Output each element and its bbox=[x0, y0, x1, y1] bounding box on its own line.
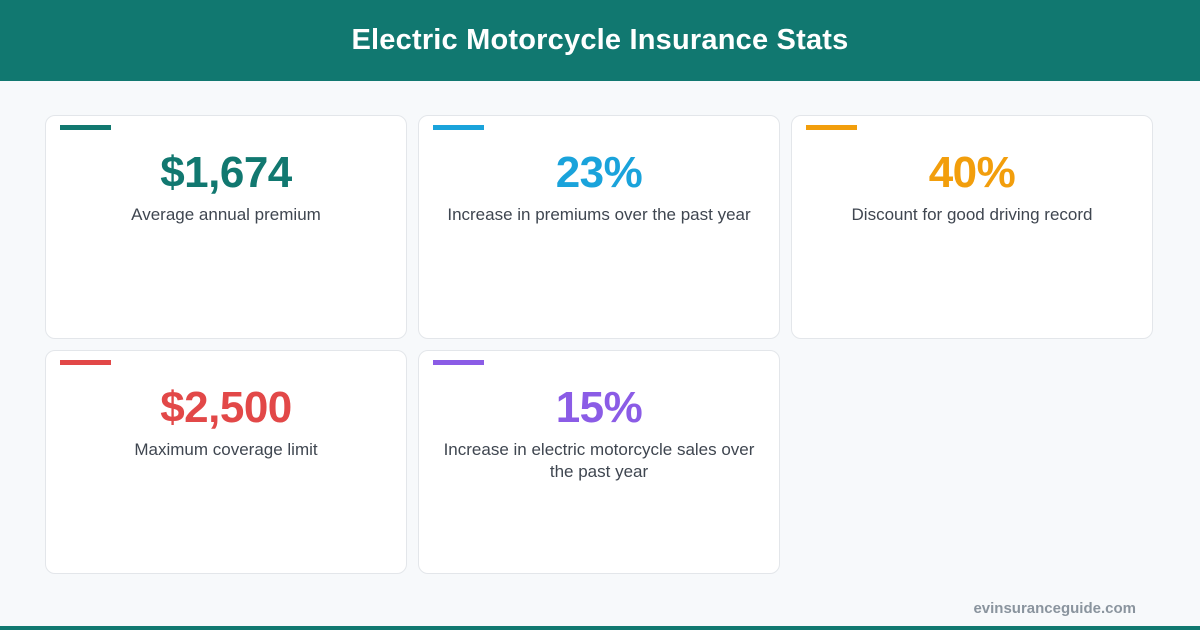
stat-value: $2,500 bbox=[160, 383, 292, 432]
stat-label: Increase in electric motorcycle sales ov… bbox=[443, 440, 755, 481]
card-accent-bar bbox=[433, 125, 484, 130]
card-accent-bar bbox=[806, 125, 857, 130]
stat-label: Maximum coverage limit bbox=[134, 440, 318, 459]
stat-value: 40% bbox=[928, 148, 1016, 197]
stat-card-good-driver-discount: 40% Discount for good driving record bbox=[791, 115, 1153, 339]
card-accent-bar bbox=[433, 360, 484, 365]
card-accent-bar bbox=[60, 360, 111, 365]
stat-value: $1,674 bbox=[160, 148, 292, 197]
stat-value: 15% bbox=[555, 383, 643, 432]
stat-card-average-premium: $1,674 Average annual premium bbox=[45, 115, 407, 339]
header-banner: Electric Motorcycle Insurance Stats bbox=[0, 0, 1200, 81]
stat-label: Average annual premium bbox=[131, 205, 321, 224]
stat-label: Discount for good driving record bbox=[851, 205, 1093, 224]
card-accent-bar bbox=[60, 125, 111, 130]
footer-website-url: evinsuranceguide.com bbox=[973, 600, 1136, 617]
stat-value: 23% bbox=[555, 148, 643, 197]
footer-bar bbox=[0, 626, 1200, 630]
page-title: Electric Motorcycle Insurance Stats bbox=[351, 24, 849, 56]
stat-card-premium-increase: 23% Increase in premiums over the past y… bbox=[418, 115, 780, 339]
stat-card-sales-increase: 15% Increase in electric motorcycle sale… bbox=[418, 350, 780, 574]
stat-card-max-coverage: $2,500 Maximum coverage limit bbox=[45, 350, 407, 574]
stat-label: Increase in premiums over the past year bbox=[447, 205, 751, 224]
